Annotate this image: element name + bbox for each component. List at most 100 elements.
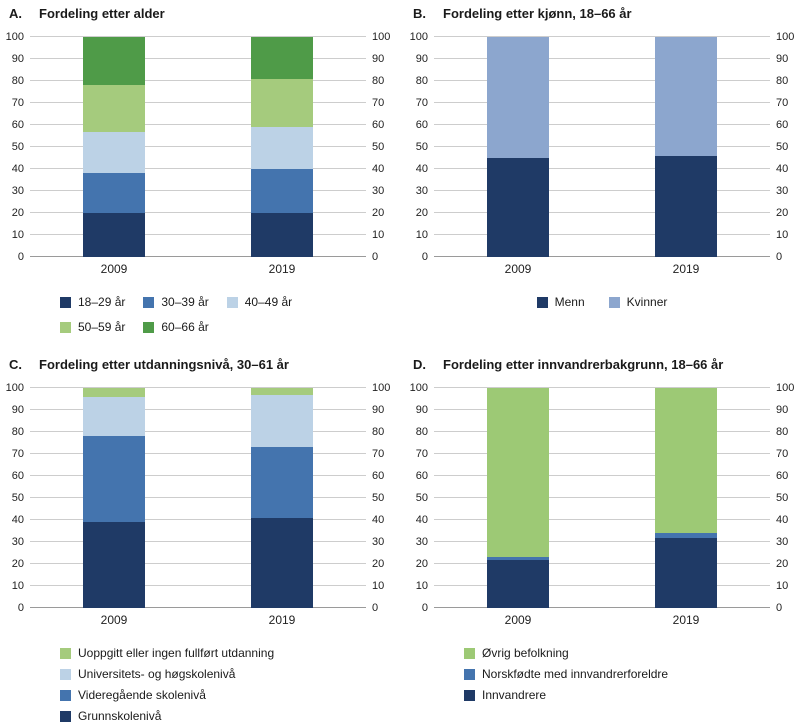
- gridline: [434, 409, 770, 410]
- panel-title: Fordeling etter innvandrerbakgrunn, 18–6…: [443, 357, 724, 372]
- legend-item: Øvrig befolkning: [464, 645, 796, 661]
- bar-segment: [655, 155, 717, 257]
- y-tick-label: 30: [372, 185, 385, 197]
- y-tick-label: 50: [776, 492, 789, 504]
- x-tick-label: 2009: [100, 262, 128, 276]
- gridline: [30, 519, 366, 520]
- legend-item: Kvinner: [608, 294, 667, 310]
- legend-swatch-icon: [464, 647, 475, 659]
- x-axis-baseline: [30, 607, 366, 608]
- legend: Uoppgitt eller ingen fullført utdanning U…: [60, 645, 392, 724]
- gridline: [434, 475, 770, 476]
- gridline: [434, 453, 770, 454]
- panel-b-gender-distribution: B. Fordeling etter kjønn, 18–66 år 0 10 20…: [408, 6, 796, 335]
- gridline: [30, 190, 366, 191]
- y-axis-left: 0 10 20 30 40 50 60 70 80 90 100: [408, 382, 434, 614]
- legend-swatch-icon: [536, 296, 548, 308]
- panel-d-immigrant-background-distribution: D. Fordeling etter innvandrerbakgrunn, 1…: [408, 357, 796, 724]
- y-tick-label: 80: [776, 75, 789, 87]
- bar-segment: [655, 537, 717, 608]
- gridline: [434, 497, 770, 498]
- y-tick-label: 50: [372, 492, 385, 504]
- legend-swatch-icon: [60, 710, 71, 722]
- bar-segment: [251, 37, 313, 79]
- y-tick-label: 70: [11, 97, 24, 109]
- legend-label: 40–49 år: [244, 295, 293, 309]
- x-tick-label: 2019: [268, 262, 296, 276]
- x-tick-label: 2009: [504, 613, 532, 627]
- y-tick-label: 90: [11, 53, 24, 65]
- legend-label: Innvandrere: [482, 688, 547, 702]
- legend-item: Videregående skolenivå: [60, 687, 392, 703]
- gridline: [434, 58, 770, 59]
- y-tick-label: 50: [776, 141, 789, 153]
- y-axis-right: 0 10 20 30 40 50 60 70 80 90 100: [366, 31, 392, 263]
- stacked-bar-2009: [83, 37, 145, 257]
- panel-letter: C.: [9, 357, 22, 372]
- legend-item: Universitets- og høgskolenivå: [60, 666, 392, 682]
- stacked-bar-2019: [251, 37, 313, 257]
- y-tick-label: 50: [11, 141, 24, 153]
- bar-segment: [83, 522, 145, 608]
- y-tick-label: 60: [776, 119, 789, 131]
- y-tick-label: 0: [372, 602, 379, 614]
- panel-b-header: B. Fordeling etter kjønn, 18–66 år: [413, 6, 796, 21]
- bar-segment: [487, 557, 549, 560]
- y-tick-label: 90: [11, 404, 24, 416]
- y-tick-label: 10: [372, 580, 385, 592]
- stacked-bar-2009: [487, 37, 549, 257]
- bar-segment: [655, 388, 717, 534]
- bar-segment: [251, 127, 313, 169]
- legend-label: 30–39 år: [161, 295, 209, 309]
- bar-segment: [251, 388, 313, 395]
- y-tick-label: 0: [776, 602, 783, 614]
- gridline: [434, 146, 770, 147]
- y-tick-label: 10: [776, 229, 789, 241]
- gridline: [30, 475, 366, 476]
- y-tick-label: 40: [11, 514, 24, 526]
- y-axis-right: 0 10 20 30 40 50 60 70 80 90 100: [770, 31, 796, 263]
- plot-area: [434, 36, 770, 257]
- stacked-bar-2009: [83, 388, 145, 608]
- stacked-bar-2019: [655, 388, 717, 608]
- gridline: [30, 212, 366, 213]
- y-tick-label: 30: [372, 536, 385, 548]
- y-tick-label: 100: [409, 31, 428, 43]
- legend-item: 18–29 år: [60, 294, 125, 310]
- y-tick-label: 100: [372, 382, 391, 394]
- y-tick-label: 50: [372, 141, 385, 153]
- x-axis-baseline: [434, 256, 770, 257]
- stacked-bar-2009: [487, 388, 549, 608]
- y-tick-label: 20: [415, 207, 428, 219]
- x-tick-label: 2009: [100, 613, 128, 627]
- y-tick-label: 70: [776, 97, 789, 109]
- y-tick-label: 40: [415, 514, 428, 526]
- y-axis-left: 0 10 20 30 40 50 60 70 80 90 100: [408, 31, 434, 263]
- panel-a-age-distribution: A. Fordeling etter alder 0 10 20 30 40 50 60 70…: [4, 6, 392, 335]
- x-tick-label: 2019: [672, 613, 700, 627]
- legend-item: Norskfødte med innvandrerforeldre: [464, 666, 796, 682]
- legend-label: Universitets- og høgskolenivå: [78, 667, 236, 681]
- plot-area: [30, 387, 366, 608]
- gridline: [30, 453, 366, 454]
- panel-c-education-distribution: C. Fordeling etter utdanningsnivå, 30–61…: [4, 357, 392, 724]
- gridline: [434, 585, 770, 586]
- gridline: [434, 212, 770, 213]
- y-tick-label: 90: [415, 53, 428, 65]
- bar-segment: [487, 559, 549, 608]
- gridline: [30, 58, 366, 59]
- panel-c-header: C. Fordeling etter utdanningsnivå, 30–61…: [9, 357, 392, 372]
- y-tick-label: 10: [11, 229, 24, 241]
- y-tick-label: 100: [776, 31, 795, 43]
- bar-segment: [251, 78, 313, 128]
- y-tick-label: 10: [415, 229, 428, 241]
- y-axis-left: 0 10 20 30 40 50 60 70 80 90 100: [4, 382, 30, 614]
- panel-title: Fordeling etter kjønn, 18–66 år: [443, 6, 632, 21]
- x-axis-labels: 2009 2019: [434, 611, 770, 631]
- legend-label: Uoppgitt eller ingen fullført utdanning: [78, 646, 275, 660]
- legend-swatch-icon: [143, 296, 155, 308]
- gridline: [30, 431, 366, 432]
- y-tick-label: 30: [776, 185, 789, 197]
- y-tick-label: 60: [11, 119, 24, 131]
- legend-swatch-icon: [143, 321, 155, 333]
